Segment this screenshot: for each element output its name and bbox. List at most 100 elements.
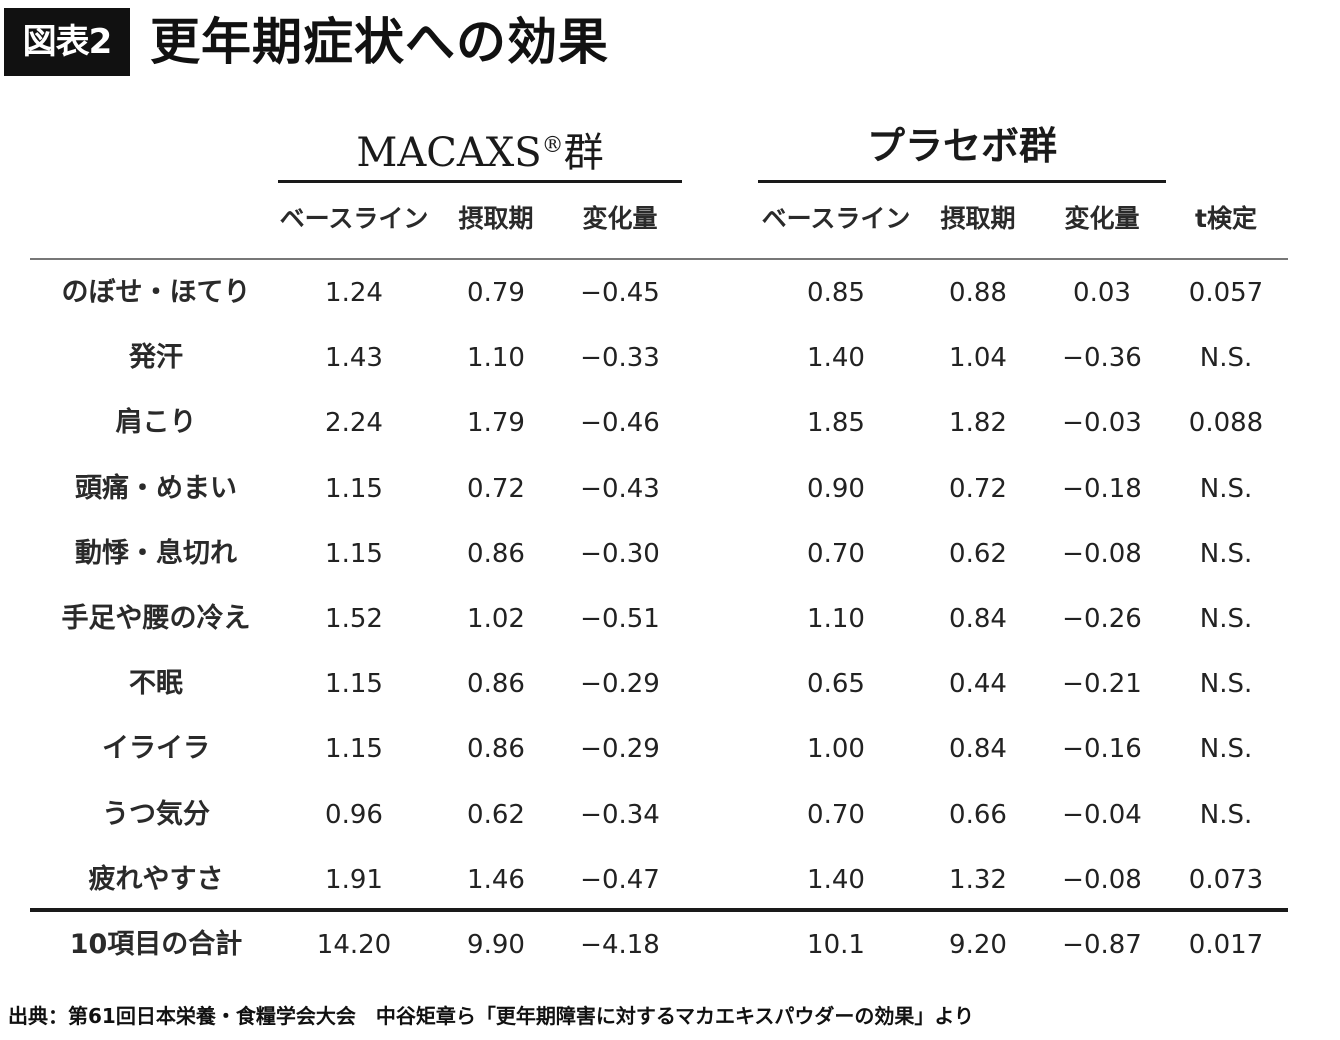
row-label: 頭痛・めまい [75,473,237,504]
table-cell: N.S. [1199,800,1253,830]
table-cell: 0.96 [325,800,383,830]
table-cell: 0.72 [949,474,1007,504]
column-header: ベースライン [279,204,429,233]
group-header-macaxs: MACAXS®群 [278,118,682,176]
total-row: 10項目の合計 14.20 9.90 −4.18 10.1 9.20 −0.87 0.017 [0,913,1340,977]
table-cell: 0.65 [807,669,865,699]
table-row: のぼせ・ほてり 1.24 0.79 −0.45 0.85 0.88 0.03 0.057 [0,261,1340,325]
table-cell: N.S. [1199,474,1253,504]
row-label: 10項目の合計 [69,929,243,960]
row-label: 手足や腰の冷え [61,603,251,634]
table-cell: N.S. [1199,539,1253,569]
source-note: 出典：第61回日本栄養・食糧学会大会 中谷矩章ら「更年期障害に対するマカエキスパ… [8,1004,975,1028]
group-header-placebo: プラセボ群 [866,124,1057,168]
group-suffix-macaxs: 群 [563,130,604,176]
table-cell: −0.43 [580,474,660,504]
table-cell: 0.057 [1188,278,1264,308]
column-header: 摂取期 [940,204,1016,233]
table-cell: 1.15 [325,539,383,569]
table-row: 不眠 1.15 0.86 −0.29 0.65 0.44 −0.21 N.S. [0,652,1340,716]
table-cell: 1.10 [807,604,865,634]
table-cell: 1.24 [325,278,383,308]
table-cell: 14.20 [316,930,392,960]
row-label: イライラ [102,733,210,764]
table-cell: 9.20 [949,930,1007,960]
table-cell: −0.08 [1062,865,1142,895]
column-header: 変化量 [1064,204,1140,233]
table-cell: −0.45 [580,278,660,308]
table-cell: −0.18 [1062,474,1142,504]
table-cell: −0.46 [580,408,660,438]
table-cell: 0.84 [949,604,1007,634]
table-cell: 0.72 [467,474,525,504]
table-cell: 0.66 [949,800,1007,830]
table-cell: −4.18 [580,930,660,960]
row-label: 不眠 [129,668,183,699]
table-cell: 0.03 [1073,278,1131,308]
table-cell: 0.62 [949,539,1007,569]
table-cell: 1.43 [325,343,383,373]
table-cell: 1.10 [467,343,525,373]
table-row: 疲れやすさ 1.91 1.46 −0.47 1.40 1.32 −0.08 0.073 [0,848,1340,912]
table-cell: 1.85 [807,408,865,438]
table-cell: N.S. [1199,734,1253,764]
column-header: ベースライン [761,204,911,233]
registered-mark: ® [541,133,564,158]
table-cell: 0.70 [807,539,865,569]
row-label: 動悸・息切れ [75,538,237,569]
table-cell: −0.34 [580,800,660,830]
table-cell: 1.04 [949,343,1007,373]
column-header: 変化量 [582,204,658,233]
header-divider [30,258,1288,260]
group-name-macaxs: MACAXS [356,130,542,176]
table-cell: 1.02 [467,604,525,634]
table-cell: 1.46 [467,865,525,895]
total-divider [30,908,1288,912]
table-cell: 1.32 [949,865,1007,895]
table-cell: −0.04 [1062,800,1142,830]
table-row: 肩こり 2.24 1.79 −0.46 1.85 1.82 −0.03 0.088 [0,391,1340,455]
table-cell: −0.87 [1062,930,1142,960]
page-title: 更年期症状への効果 [150,13,609,71]
table-cell: 0.79 [467,278,525,308]
table-cell: 1.82 [949,408,1007,438]
group-underline-macaxs [278,180,682,183]
table-cell: −0.08 [1062,539,1142,569]
table-row: 頭痛・めまい 1.15 0.72 −0.43 0.90 0.72 −0.18 N.S. [0,457,1340,521]
column-header: 摂取期 [458,204,534,233]
table-cell: −0.29 [580,734,660,764]
row-label: 発汗 [129,342,183,373]
table-cell: 1.40 [807,865,865,895]
table-row: 手足や腰の冷え 1.52 1.02 −0.51 1.10 0.84 −0.26 N.S. [0,587,1340,651]
table-cell: 1.15 [325,734,383,764]
table-cell: −0.36 [1062,343,1142,373]
table-row: 発汗 1.43 1.10 −0.33 1.40 1.04 −0.36 N.S. [0,326,1340,390]
table-cell: −0.47 [580,865,660,895]
table-cell: 0.86 [467,539,525,569]
table-cell: −0.21 [1062,669,1142,699]
table-cell: −0.51 [580,604,660,634]
table-cell: 0.44 [949,669,1007,699]
table-cell: 0.88 [949,278,1007,308]
column-header: t検定 [1195,204,1257,233]
row-label: 肩こり [115,407,197,438]
table-cell: −0.30 [580,539,660,569]
table-cell: 0.84 [949,734,1007,764]
table-cell: −0.29 [580,669,660,699]
table-cell: 9.90 [467,930,525,960]
table-cell: 0.62 [467,800,525,830]
table-row: うつ気分 0.96 0.62 −0.34 0.70 0.66 −0.04 N.S. [0,783,1340,847]
table-cell: 0.017 [1188,930,1264,960]
table-cell: 0.073 [1188,865,1264,895]
row-label: うつ気分 [102,799,210,830]
table-cell: 0.70 [807,800,865,830]
table-cell: 0.088 [1188,408,1264,438]
table-cell: 0.90 [807,474,865,504]
table-cell: N.S. [1199,669,1253,699]
table-row: イライラ 1.15 0.86 −0.29 1.00 0.84 −0.16 N.S. [0,717,1340,781]
table-cell: 1.15 [325,474,383,504]
table-cell: 1.52 [325,604,383,634]
table-cell: 10.1 [807,930,865,960]
table-cell: 1.15 [325,669,383,699]
table-cell: −0.16 [1062,734,1142,764]
